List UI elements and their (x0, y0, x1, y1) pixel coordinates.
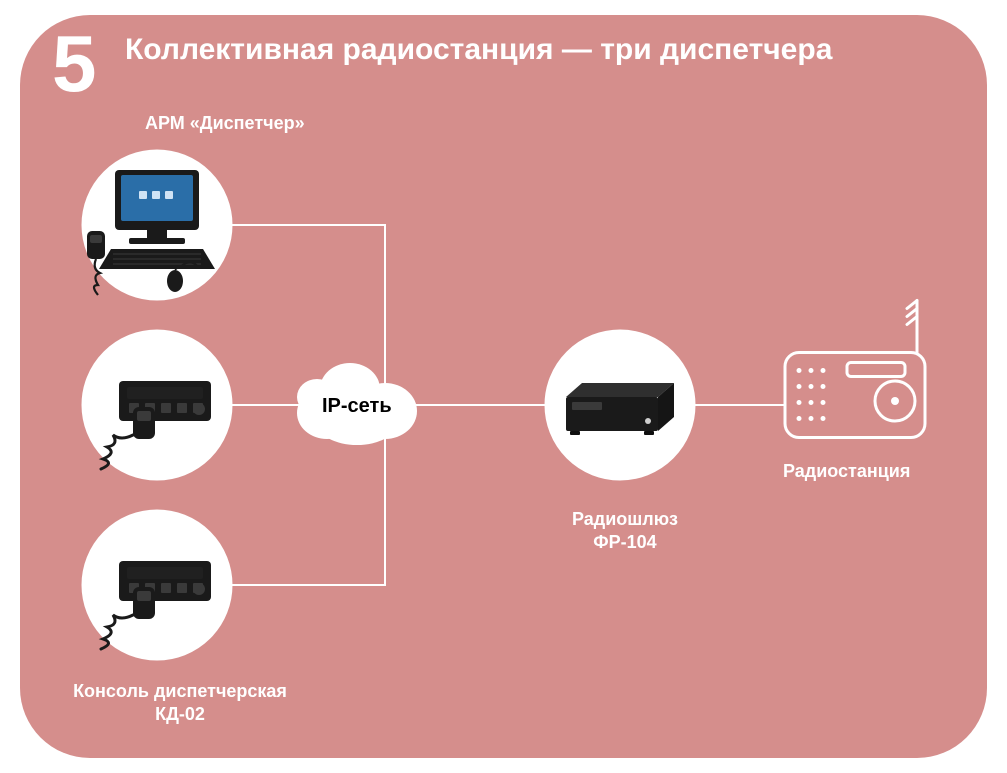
label-gateway-line1: Радиошлюз (572, 509, 678, 529)
radiostation-icon (785, 301, 925, 438)
badge-number: 5 (52, 24, 97, 104)
label-ip-network: IP-сеть (322, 395, 392, 418)
label-arm: АРМ «Диспетчер» (145, 112, 305, 135)
label-console: Консоль диспетчерская КД-02 (50, 680, 310, 725)
label-console-line2: КД-02 (155, 704, 205, 724)
gateway-icon (566, 383, 674, 435)
main-title: Коллективная радиостанция — три диспетче… (125, 33, 832, 67)
label-gateway: Радиошлюз ФР-104 (545, 508, 705, 553)
label-gateway-line2: ФР-104 (593, 532, 656, 552)
label-radiostation: Радиостанция (783, 460, 910, 483)
label-console-line1: Консоль диспетчерская (73, 681, 287, 701)
